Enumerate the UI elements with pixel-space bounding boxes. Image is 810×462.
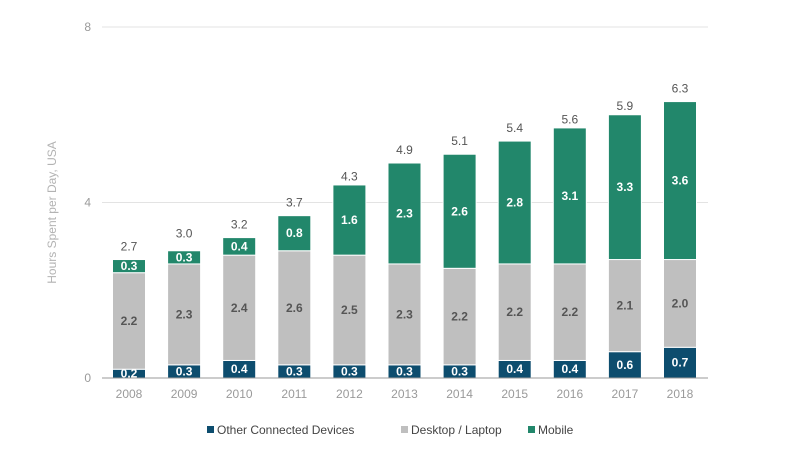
bar-segment bbox=[387, 162, 422, 265]
segment-label: 3.3 bbox=[617, 180, 634, 194]
y-tick-label: 0 bbox=[84, 371, 91, 385]
bar-segment bbox=[607, 259, 642, 353]
segment-label: 0.3 bbox=[121, 259, 138, 273]
segment-label: 1.6 bbox=[341, 213, 358, 227]
bar-segment bbox=[663, 259, 697, 348]
segment-label: 2.2 bbox=[121, 314, 138, 328]
segment-label: 0.2 bbox=[121, 367, 138, 381]
bars: 0.2 2.2 0.3 2.7 0.3 2.3 0.3 3.0 0.4 2.4 0.4 3.2 0.3 2… bbox=[112, 82, 697, 381]
total-label: 3.7 bbox=[286, 196, 303, 210]
segment-label: 2.6 bbox=[451, 204, 468, 218]
bar-segment bbox=[663, 101, 697, 261]
segment-label: 2.8 bbox=[506, 196, 523, 210]
segment-label: 3.1 bbox=[561, 189, 578, 203]
bar-segment bbox=[222, 237, 257, 256]
bar-segment bbox=[663, 346, 697, 379]
total-label: 5.9 bbox=[617, 99, 634, 113]
segment-label: 0.3 bbox=[396, 364, 413, 378]
segment-label: 2.0 bbox=[672, 296, 689, 310]
bar-segment bbox=[332, 254, 367, 366]
bar-segment bbox=[167, 250, 202, 265]
y-axis-label: Hours Spent per Day, USA bbox=[45, 141, 59, 284]
total-label: 3.0 bbox=[176, 226, 193, 240]
segment-label: 3.6 bbox=[672, 174, 689, 188]
segment-label: 0.4 bbox=[231, 362, 248, 376]
segment-label: 2.2 bbox=[506, 305, 523, 319]
segment-label: 0.8 bbox=[286, 226, 303, 240]
segment-label: 2.5 bbox=[341, 303, 358, 317]
x-tick-label: 2015 bbox=[501, 387, 528, 401]
bar-segment bbox=[112, 259, 146, 274]
segment-label: 0.4 bbox=[231, 239, 248, 253]
bar-segment bbox=[497, 140, 532, 265]
segment-label: 0.3 bbox=[176, 364, 193, 378]
x-tick-label: 2014 bbox=[446, 387, 473, 401]
bar-segment bbox=[442, 153, 477, 269]
segment-label: 2.3 bbox=[176, 307, 193, 321]
total-label: 5.6 bbox=[561, 112, 578, 126]
x-tick-label: 2008 bbox=[116, 387, 143, 401]
segment-label: 0.3 bbox=[176, 250, 193, 264]
total-label: 4.9 bbox=[396, 143, 413, 157]
bar-segment bbox=[552, 263, 587, 361]
segment-label: 2.6 bbox=[286, 301, 303, 315]
legend-label: Other Connected Devices bbox=[217, 423, 354, 437]
bar-segment bbox=[607, 351, 642, 379]
segment-label: 0.3 bbox=[286, 364, 303, 378]
segment-label: 0.3 bbox=[341, 364, 358, 378]
segment-label: 0.7 bbox=[672, 356, 689, 370]
legend-swatch bbox=[401, 426, 408, 433]
segment-label: 2.1 bbox=[617, 299, 634, 313]
segment-label: 0.6 bbox=[617, 358, 634, 372]
total-label: 6.3 bbox=[672, 82, 689, 96]
bar-segment bbox=[167, 263, 202, 366]
legend-swatch bbox=[207, 426, 214, 433]
y-tick-label: 4 bbox=[84, 196, 91, 210]
x-tick-label: 2013 bbox=[391, 387, 418, 401]
bar-segment bbox=[332, 184, 367, 256]
bar-segment bbox=[222, 254, 257, 361]
segment-label: 2.4 bbox=[231, 301, 248, 315]
bar-segment bbox=[277, 250, 312, 366]
x-tick-label: 2011 bbox=[281, 387, 307, 401]
x-tick-label: 2009 bbox=[171, 387, 198, 401]
legend-label: Mobile bbox=[538, 423, 574, 437]
segment-label: 0.4 bbox=[506, 362, 523, 376]
segment-label: 2.2 bbox=[451, 310, 468, 324]
legend: Other Connected Devices Desktop / Laptop M… bbox=[207, 423, 574, 437]
x-tick-label: 2012 bbox=[336, 387, 363, 401]
segment-label: 2.3 bbox=[396, 307, 413, 321]
legend-label: Desktop / Laptop bbox=[411, 423, 502, 437]
y-tick-label: 8 bbox=[84, 20, 91, 34]
total-label: 4.3 bbox=[341, 169, 358, 183]
x-tick-label: 2016 bbox=[556, 387, 583, 401]
x-tick-label: 2018 bbox=[667, 387, 694, 401]
x-tick-label: 2017 bbox=[612, 387, 639, 401]
total-label: 5.1 bbox=[451, 134, 468, 148]
x-tick-label: 2010 bbox=[226, 387, 253, 401]
segment-label: 2.2 bbox=[561, 305, 578, 319]
bar-segment bbox=[112, 272, 146, 370]
bar-segment bbox=[442, 267, 477, 366]
bar-segment bbox=[607, 114, 642, 261]
bar-segment bbox=[387, 263, 422, 366]
bar-segment bbox=[497, 263, 532, 361]
total-label: 3.2 bbox=[231, 218, 248, 232]
y-axis: 0 4 8 bbox=[84, 20, 91, 385]
bar-segment bbox=[552, 127, 587, 265]
total-label: 5.4 bbox=[506, 121, 523, 135]
x-axis: 2008 2009 2010 2011 2012 2013 2014 2015 2016 2017… bbox=[102, 377, 708, 401]
segment-label: 0.3 bbox=[451, 364, 468, 378]
bar-segment bbox=[277, 215, 312, 252]
total-label: 2.7 bbox=[121, 240, 138, 254]
segment-label: 2.3 bbox=[396, 206, 413, 220]
segment-label: 0.4 bbox=[561, 362, 578, 376]
legend-swatch bbox=[528, 426, 535, 433]
